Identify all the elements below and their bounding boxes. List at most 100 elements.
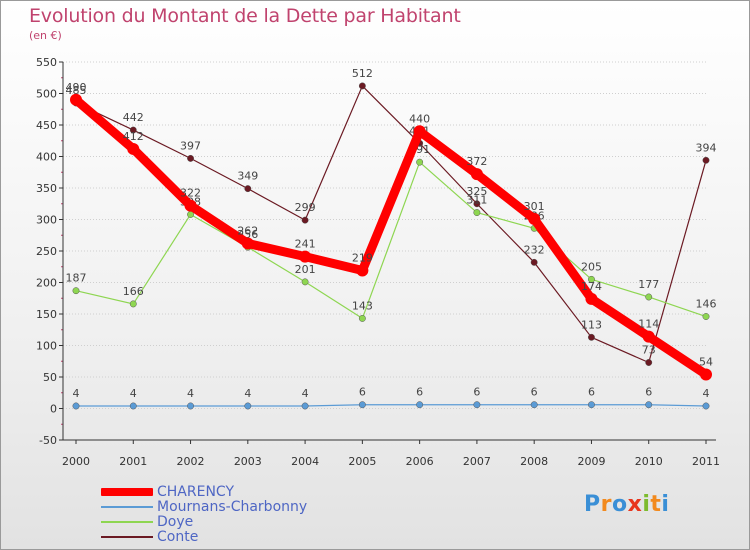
y-tick-label: 0 (50, 403, 57, 416)
data-point (473, 200, 481, 208)
data-label: 394 (696, 141, 717, 154)
data-label: 205 (581, 260, 602, 273)
data-point (358, 82, 366, 90)
data-label: 6 (645, 386, 652, 399)
data-label: 322 (180, 187, 201, 200)
data-label: 4 (703, 387, 710, 400)
data-point (470, 168, 483, 181)
data-point (530, 258, 538, 266)
data-point (358, 314, 366, 322)
data-label: 397 (180, 139, 201, 152)
data-point (528, 212, 541, 225)
x-tick-label: 2001 (119, 455, 147, 468)
data-label: 232 (524, 243, 545, 256)
data-label: 299 (295, 201, 316, 214)
x-tick-label: 2006 (406, 455, 434, 468)
data-label: 372 (466, 155, 487, 168)
data-point (241, 237, 254, 250)
data-label: 114 (638, 318, 659, 331)
logo-letter: i (642, 492, 651, 517)
data-label: 113 (581, 318, 602, 331)
data-label: 187 (66, 272, 87, 285)
x-tick-label: 2011 (692, 455, 720, 468)
data-label: 6 (359, 386, 366, 399)
x-tick-label: 2004 (291, 455, 319, 468)
data-point (244, 402, 252, 410)
logo-letter: t (650, 492, 662, 517)
y-tick-label: -50 (39, 434, 57, 447)
y-tick-label: 100 (36, 340, 57, 353)
data-point (72, 402, 80, 410)
data-point (358, 401, 366, 409)
data-label: 201 (295, 263, 316, 276)
series-line (75, 161, 707, 320)
x-tick-label: 2008 (520, 455, 548, 468)
legend-swatch (101, 536, 153, 538)
data-label: 6 (416, 386, 423, 399)
logo-letter: P (584, 492, 601, 517)
data-label: 177 (638, 278, 659, 291)
data-point (187, 154, 194, 162)
y-tick-label: 150 (36, 308, 57, 321)
data-label: 301 (524, 200, 545, 213)
logo-letter: i (661, 492, 670, 517)
x-tick-label: 2003 (234, 455, 262, 468)
legend: CHARENCY Mournans-Charbonny Doye Conte (101, 484, 361, 545)
data-point (301, 216, 309, 224)
data-label: 262 (237, 224, 258, 237)
data-label: 512 (352, 67, 373, 80)
data-label: 143 (352, 299, 373, 312)
y-tick-label: 200 (36, 277, 57, 290)
data-point (645, 359, 653, 366)
chart-title: Evolution du Montant de la Dette par Hab… (29, 5, 461, 27)
data-label: 349 (237, 170, 258, 183)
data-point (72, 287, 80, 295)
data-label: 6 (588, 386, 595, 399)
data-label: 4 (187, 387, 194, 400)
data-label: 219 (352, 252, 373, 265)
data-label: 73 (642, 344, 656, 357)
x-tick-label: 2009 (577, 455, 605, 468)
data-label: 6 (473, 386, 480, 399)
data-point (127, 142, 140, 155)
logo-letter: o (611, 492, 628, 517)
data-label: 412 (123, 130, 144, 143)
legend-swatch (101, 488, 153, 496)
data-point (244, 185, 252, 193)
legend-label: Doye (157, 514, 194, 530)
legend-item: Doye (101, 514, 361, 530)
logo-letter: r (600, 492, 612, 517)
data-point (702, 156, 710, 164)
data-label: 174 (581, 280, 602, 293)
data-point (416, 158, 424, 166)
data-point (70, 93, 82, 106)
y-tick-label: 350 (36, 182, 57, 195)
x-tick-label: 2000 (62, 455, 90, 468)
data-label: 4 (302, 387, 309, 400)
data-point (700, 368, 712, 381)
data-point (129, 300, 137, 308)
proxiti-logo: Proxiti (584, 492, 669, 517)
data-point (187, 402, 194, 410)
series-line (75, 85, 707, 364)
data-label: 440 (409, 112, 430, 125)
y-tick-label: 300 (36, 214, 57, 227)
data-label: 490 (66, 81, 87, 94)
y-tick-label: 550 (36, 56, 57, 69)
x-tick-label: 2007 (463, 455, 491, 468)
data-point (301, 402, 309, 410)
data-point (184, 199, 197, 212)
legend-label: Mournans-Charbonny (157, 499, 308, 515)
data-point (413, 125, 426, 138)
y-tick-label: 500 (36, 88, 57, 101)
data-label: 241 (295, 238, 316, 251)
legend-item: Mournans-Charbonny (101, 499, 361, 515)
data-point (301, 278, 309, 286)
data-label: 4 (73, 387, 80, 400)
data-point (642, 330, 655, 343)
data-point (645, 293, 653, 301)
legend-swatch (101, 521, 153, 523)
data-label: 311 (466, 194, 487, 207)
